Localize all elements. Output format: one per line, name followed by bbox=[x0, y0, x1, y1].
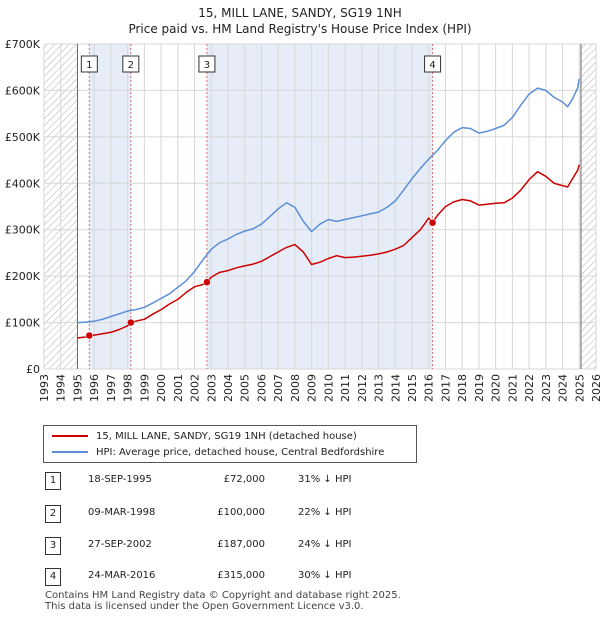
sale-label-text: 3 bbox=[204, 60, 210, 71]
x-tick-label: 2006 bbox=[255, 374, 268, 402]
sale-label-text: 1 bbox=[86, 60, 92, 71]
chart-title: 15, MILL LANE, SANDY, SG19 1NH bbox=[198, 6, 402, 20]
x-tick-label: 1994 bbox=[55, 374, 68, 402]
sale-hpi-diff: 22% ↓ HPI bbox=[298, 507, 352, 518]
sale-label-box bbox=[198, 55, 216, 73]
x-tick-label: 2023 bbox=[540, 374, 553, 402]
no-data-hatch bbox=[580, 44, 596, 369]
x-tick-label: 1999 bbox=[138, 374, 151, 402]
x-tick-label: 2012 bbox=[356, 374, 369, 402]
x-tick-label: 2017 bbox=[439, 374, 452, 402]
x-tick-label: 1995 bbox=[71, 374, 84, 402]
legend-swatch-property bbox=[52, 435, 88, 437]
sale-label-box bbox=[122, 55, 140, 73]
x-tick-label: 2019 bbox=[473, 374, 486, 402]
y-tick-label: £300K bbox=[5, 224, 41, 237]
footer-line-copyright: Contains HM Land Registry data © Copyrig… bbox=[45, 590, 401, 601]
x-tick-label: 2020 bbox=[490, 374, 503, 402]
x-tick-label: 1996 bbox=[88, 374, 101, 402]
footer-line-license: This data is licensed under the Open Gov… bbox=[45, 601, 364, 612]
x-tick-label: 1997 bbox=[105, 374, 118, 402]
hpi-line bbox=[77, 78, 581, 324]
sale-price: £187,000 bbox=[217, 539, 265, 550]
x-tick-label: 2004 bbox=[222, 374, 235, 402]
x-tick-label: 2002 bbox=[189, 374, 202, 402]
sale-row: 3 27-SEP-2002 £187,000 24% ↓ HPI bbox=[40, 537, 380, 555]
sale-row: 4 24-MAR-2016 £315,000 30% ↓ HPI bbox=[40, 568, 380, 586]
x-tick-label: 2024 bbox=[557, 374, 570, 402]
y-tick-label: £400K bbox=[5, 177, 41, 190]
sale-number-badge: 4 bbox=[45, 568, 61, 586]
x-tick-label: 1993 bbox=[38, 374, 51, 402]
legend-swatch-hpi bbox=[52, 451, 88, 453]
sale-date: 09-MAR-1998 bbox=[88, 507, 156, 518]
x-tick-label: 2014 bbox=[389, 374, 402, 402]
x-tick-label: 2010 bbox=[322, 374, 335, 402]
legend-item-hpi: HPI: Average price, detached house, Cent… bbox=[52, 444, 384, 460]
sale-point bbox=[428, 219, 437, 227]
sale-price: £315,000 bbox=[217, 570, 265, 581]
x-tick-label: 2015 bbox=[406, 374, 419, 402]
legend-label-property: 15, MILL LANE, SANDY, SG19 1NH (detached… bbox=[96, 430, 357, 442]
y-tick-label: £500K bbox=[5, 131, 41, 144]
sale-hpi-diff: 24% ↓ HPI bbox=[298, 539, 352, 550]
sale-price: £100,000 bbox=[217, 507, 265, 518]
sale-row: 1 18-SEP-1995 £72,000 31% ↓ HPI bbox=[40, 472, 380, 490]
sale-label-text: 2 bbox=[128, 60, 134, 71]
x-tick-label: 2025 bbox=[573, 374, 586, 402]
sale-date: 18-SEP-1995 bbox=[88, 474, 152, 485]
x-tick-label: 2026 bbox=[590, 374, 600, 402]
x-tick-label: 2008 bbox=[289, 374, 302, 402]
sale-number-badge: 1 bbox=[45, 472, 61, 490]
sale-point bbox=[127, 318, 135, 327]
x-tick-label: 2018 bbox=[456, 374, 469, 402]
x-tick-label: 2003 bbox=[205, 374, 218, 402]
sale-row: 2 09-MAR-1998 £100,000 22% ↓ HPI bbox=[40, 505, 380, 523]
sale-price: £72,000 bbox=[223, 474, 265, 485]
sale-point bbox=[203, 278, 211, 286]
sale-point bbox=[85, 331, 94, 340]
sale-number-badge: 2 bbox=[45, 505, 61, 523]
y-tick-label: £600K bbox=[5, 84, 41, 97]
x-tick-label: 2009 bbox=[306, 374, 319, 402]
x-tick-label: 2011 bbox=[339, 374, 352, 402]
x-tick-label: 1998 bbox=[122, 374, 135, 402]
x-tick-label: 2021 bbox=[506, 374, 519, 402]
x-tick-label: 2001 bbox=[172, 374, 185, 402]
ownership-shade bbox=[89, 44, 131, 369]
x-tick-label: 2007 bbox=[272, 374, 285, 402]
y-tick-label: £100K bbox=[5, 317, 41, 330]
y-tick-label: £700K bbox=[5, 38, 41, 51]
footer-attribution: Contains HM Land Registry data © Copyrig… bbox=[45, 590, 401, 612]
sale-hpi-diff: 30% ↓ HPI bbox=[298, 570, 352, 581]
y-tick-label: £200K bbox=[5, 270, 41, 283]
chart-legend: 15, MILL LANE, SANDY, SG19 1NH (detached… bbox=[43, 425, 417, 463]
legend-label-hpi: HPI: Average price, detached house, Cent… bbox=[96, 446, 385, 458]
x-tick-label: 2000 bbox=[155, 374, 168, 402]
sale-hpi-diff: 31% ↓ HPI bbox=[298, 474, 352, 485]
x-tick-label: 2005 bbox=[239, 374, 252, 402]
x-tick-label: 2022 bbox=[523, 374, 536, 402]
sale-number-badge: 3 bbox=[45, 537, 61, 555]
sale-label-text: 4 bbox=[429, 60, 435, 71]
sale-label-box bbox=[424, 55, 442, 73]
legend-item-property: 15, MILL LANE, SANDY, SG19 1NH (detached… bbox=[52, 428, 357, 444]
price-chart: 1 2 3 4 £0 £100K £200K £300K £400K £500K £600K £700… bbox=[5, 38, 600, 402]
x-tick-label: 2016 bbox=[423, 374, 436, 402]
y-tick-label: £0 bbox=[26, 363, 40, 376]
sale-date: 27-SEP-2002 bbox=[88, 539, 152, 550]
ownership-shade bbox=[206, 44, 433, 369]
sale-date: 24-MAR-2016 bbox=[88, 570, 156, 581]
chart-subtitle: Price paid vs. HM Land Registry's House … bbox=[128, 22, 472, 36]
sale-label-box bbox=[80, 55, 98, 73]
x-tick-label: 2013 bbox=[373, 374, 386, 402]
property-price-line bbox=[77, 164, 581, 339]
